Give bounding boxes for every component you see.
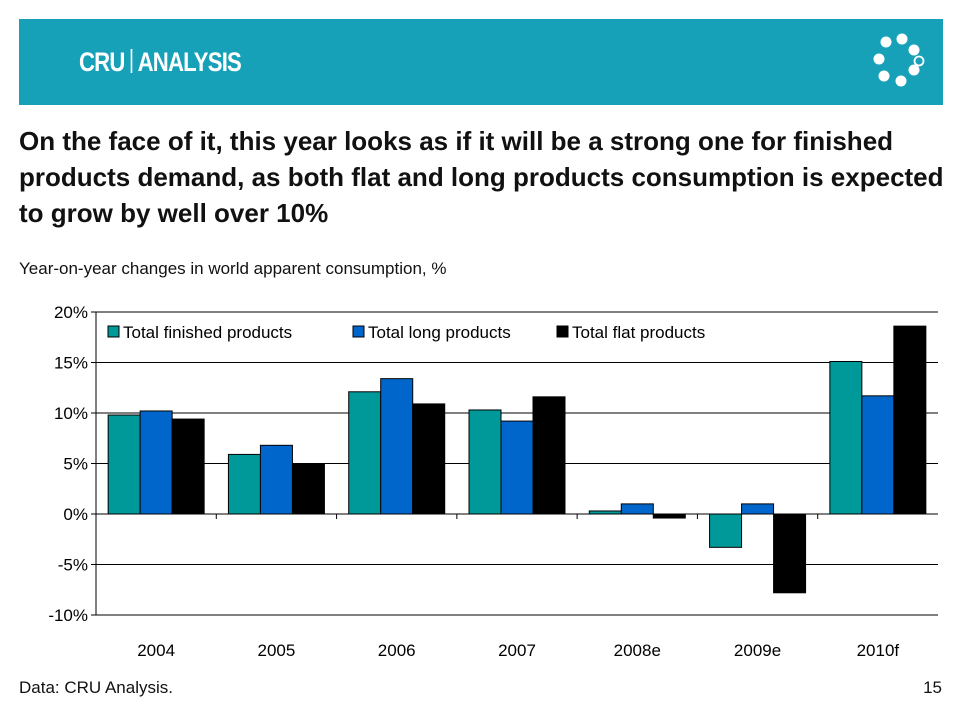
brand-logo: CRU ANALYSIS [79,47,242,78]
bar [171,418,205,515]
x-tick-label: 2008e [614,641,661,660]
legend-label: Total finished products [123,323,292,342]
bar [380,378,414,515]
bar [741,503,775,515]
bar [652,513,686,519]
bar [139,410,173,515]
x-tick-label: 2005 [258,641,296,660]
x-tick-label: 2009e [734,641,781,660]
bar [348,391,382,515]
bar [259,444,293,515]
bar-chart: -10% -5% 0% 5% 10% 15% 20% 2004 2005 2006 2007 2008… [48,303,938,660]
brand-left: CRU [79,47,125,77]
bar [532,396,566,515]
legend-swatch [107,325,120,338]
y-tick-label: -10% [48,606,88,625]
bar [773,513,807,594]
bar [468,409,502,515]
legend-label: Total long products [368,323,511,342]
source-note: Data: CRU Analysis. [19,678,173,697]
chart-subtitle: Year-on-year changes in world apparent c… [19,259,447,278]
bar [620,503,654,515]
bar [500,420,534,515]
legend-label: Total flat products [572,323,705,342]
bar [107,414,141,515]
y-tick-label: -5% [58,556,88,575]
slide-headline: On the face of it, this year looks as if… [19,126,944,228]
y-tick-label: 5% [63,455,88,474]
bar [893,325,927,515]
brand-divider [130,49,132,73]
y-tick-label: 15% [54,354,88,373]
legend-swatch [556,325,569,338]
bar [227,453,261,515]
page-number: 15 [923,678,942,697]
y-tick-label: 20% [54,303,88,322]
header-band: CRU ANALYSIS [19,19,943,105]
x-tick-label: 2004 [137,641,175,660]
x-tick-label: 2007 [498,641,536,660]
ring-of-dots-icon [873,33,925,87]
y-tick-label: 10% [54,404,88,423]
bar [709,513,743,548]
y-tick-label: 0% [63,505,88,524]
legend-swatch [352,325,365,338]
x-tick-label: 2006 [378,641,416,660]
brand-right: ANALYSIS [137,47,242,77]
bar [291,463,325,515]
bar [829,360,863,515]
bar [412,403,446,515]
x-tick-label: 2010f [857,641,900,660]
bar [861,395,895,515]
